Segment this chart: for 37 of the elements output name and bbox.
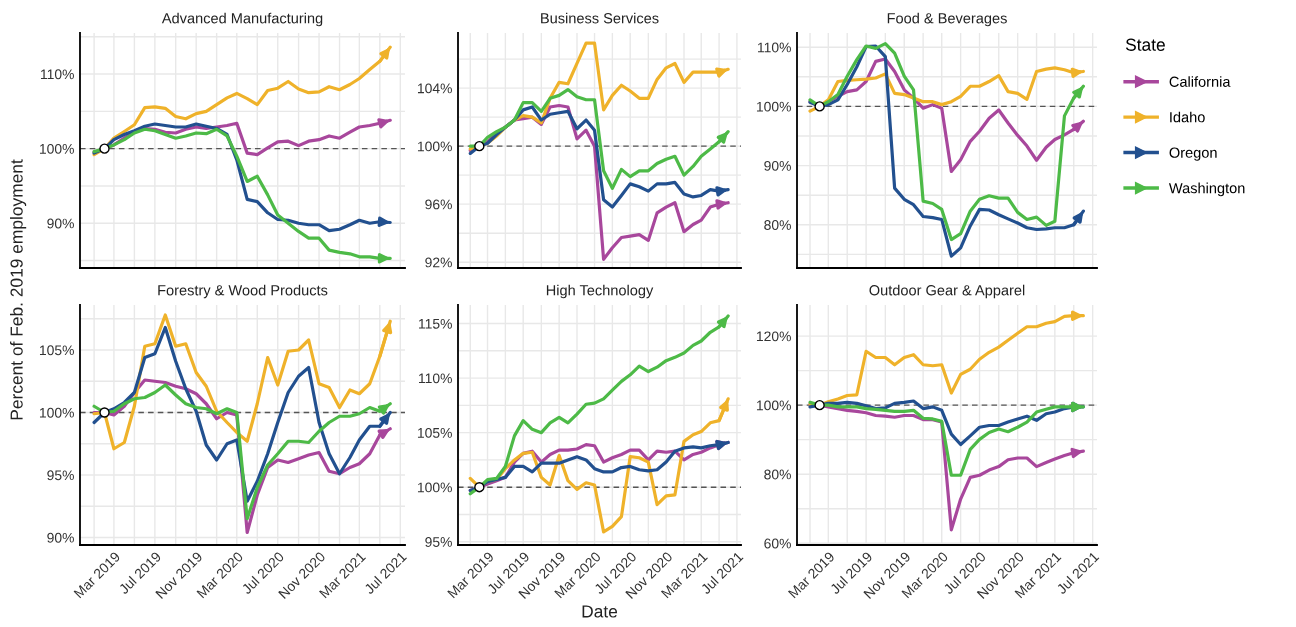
y-tick-label: 100%: [417, 482, 452, 493]
y-tick-label: 95%: [425, 537, 452, 547]
y-tick-label: 100%: [39, 143, 74, 154]
y-tick-label: 100%: [756, 400, 791, 411]
x-axis-title: Date: [582, 605, 618, 618]
y-tick-label: 100%: [39, 407, 74, 418]
chart-title: Forestry & Wood Products: [158, 284, 328, 299]
legend-label: Oregon: [1169, 147, 1217, 161]
y-tick-label: 96%: [425, 199, 452, 210]
y-tick-label: 95%: [47, 470, 74, 481]
y-tick-label: 60%: [764, 538, 791, 549]
y-tick-label: 104%: [417, 83, 452, 94]
y-tick-label: 100%: [417, 141, 452, 152]
chart-title: Advanced Manufacturing: [161, 12, 323, 27]
legend-label: Washington: [1168, 182, 1245, 197]
y-tick-label: 80%: [764, 469, 791, 480]
chart-title: Business Services: [541, 12, 659, 24]
y-tick-label: 105%: [39, 345, 74, 356]
y-tick-label: 90%: [47, 532, 74, 543]
y-tick-label: 110%: [758, 42, 791, 53]
y-axis-title: Percent of Feb. 2019 employment: [10, 159, 27, 420]
y-tick-label: 80%: [764, 220, 791, 230]
y-tick-label: 120%: [756, 331, 791, 342]
legend-label: California: [1169, 76, 1231, 87]
y-tick-label: 90%: [47, 218, 74, 229]
y-tick-label: 90%: [764, 160, 791, 171]
y-tick-label: 100%: [756, 101, 791, 112]
legend-label: Idaho: [1170, 111, 1205, 123]
y-tick-label: 105%: [417, 427, 452, 438]
chart-title: High Technology: [546, 284, 654, 299]
y-tick-label: 110%: [419, 373, 452, 384]
chart-title: Outdoor Gear & Apparel: [869, 284, 1025, 299]
y-tick-label: 92%: [425, 257, 452, 268]
legend-title: State: [1125, 38, 1165, 51]
y-tick-label: 115%: [419, 318, 452, 329]
y-tick-label: 110%: [41, 69, 74, 80]
chart-title: Food & Beverages: [887, 12, 1007, 27]
